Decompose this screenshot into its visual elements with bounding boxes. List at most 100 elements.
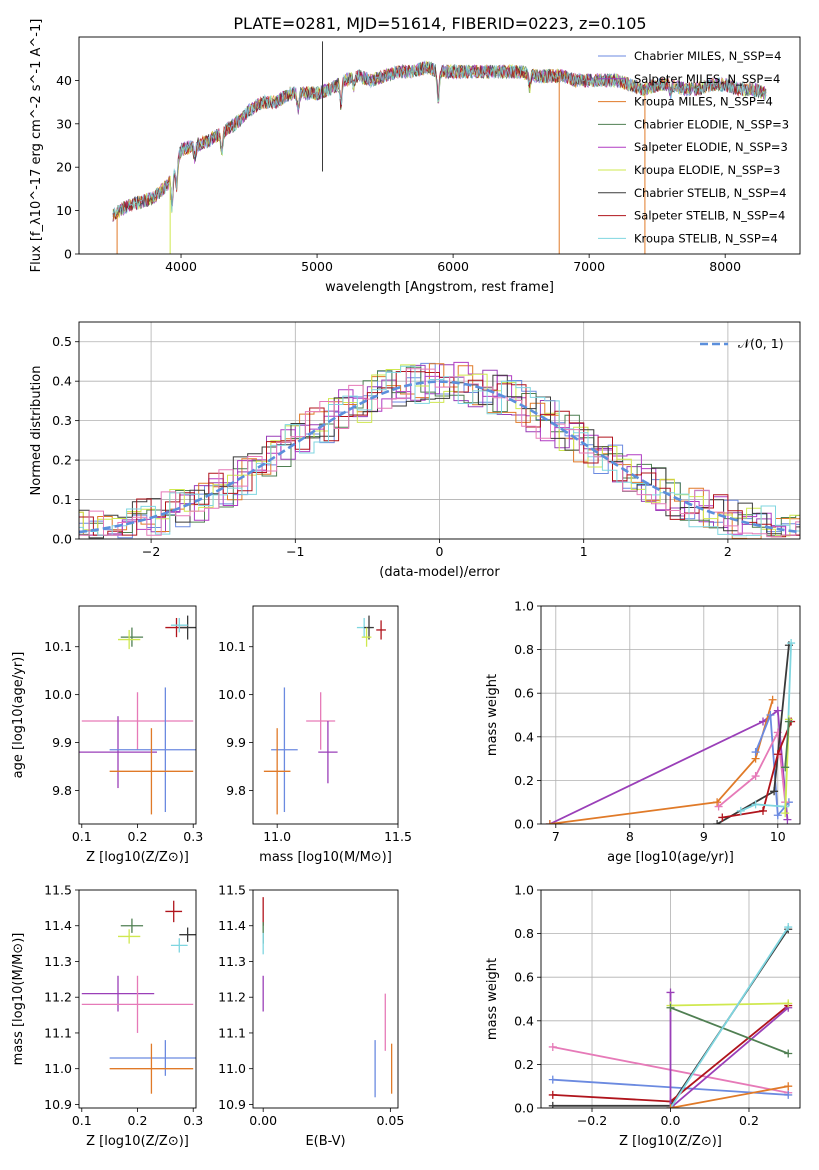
spectrum-xtick-label: 4000 [165, 259, 197, 274]
mass_weight_vs_Z-xtick-label: 0.2 [739, 1113, 759, 1128]
mass_vs_ebv-xtick-label: 0.00 [249, 1113, 277, 1128]
mass_vs_Z-ylabel: mass [log10(M/M⊙)] [11, 933, 26, 1066]
residuals-ytick-label: 0.3 [52, 413, 72, 428]
residuals-ylabel: Normed distribution [29, 366, 44, 496]
mass_weight_vs_Z-line-chabrier_elodie [670, 1006, 789, 1055]
spectrum-ytick-label: 0 [64, 247, 72, 262]
mass_weight_vs_Z-line-salpeter_miles [669, 992, 789, 1108]
age_vs_Z-ytick-label: 9.8 [52, 783, 72, 798]
mass_vs_Z-point [118, 929, 141, 944]
mass_vs_Z-point [120, 918, 144, 933]
age_vs_Z-frame [78, 605, 197, 825]
spectrum-xtick-label: 5000 [301, 259, 333, 274]
age_vs_Z-point [81, 692, 194, 750]
mass_weight_vs_age-marker [783, 815, 792, 824]
age_vs_Z-point [179, 615, 196, 640]
mass_vs_Z-frame [78, 889, 197, 1109]
residual-hist-pink [79, 368, 800, 538]
mass_vs_ebv-ytick-label: 10.9 [218, 1097, 246, 1112]
mass_vs_Z-point [165, 900, 183, 923]
residuals-xlabel: (data-model)/error [379, 565, 500, 580]
spectrum-legend-label: Salpeter STELIB, N_SSP=4 [634, 209, 785, 223]
residual-hist-kroupa_miles [79, 363, 800, 539]
residual-hist-kroupa_elodie [79, 364, 800, 537]
mass_vs_Z-ytick-label: 11.0 [44, 1061, 72, 1076]
mass_weight_vs_age-ytick-label: 0.4 [514, 729, 534, 744]
mass_weight_vs_Z-marker [548, 1075, 557, 1084]
gaussian-curve [79, 380, 800, 534]
mass_weight_vs_Z-frame [540, 889, 801, 1109]
age_vs_mass-point [263, 728, 291, 815]
spectrum-line-kroupa_stelib [112, 60, 767, 217]
mass_weight_vs_age-marker [770, 787, 779, 796]
age_vs_mass-panel: 11.0 11.5 9.8 9.9 10.0 10.1 mass [log10(M/M⊙)] [218, 605, 412, 865]
age_vs_Z-ytick-label: 10.0 [44, 687, 72, 702]
mass_weight_vs_Z-ytick-label: 0.6 [514, 970, 534, 985]
mass_vs_Z-panel: 0.1 0.2 0.3 10.9 11.0 11.1 11.2 11.3 11.4 11.5 Z [… [11, 883, 203, 1150]
mass_vs_Z-ytick-label: 11.2 [44, 990, 72, 1005]
mass_weight_vs_age-marker [751, 748, 760, 757]
age_vs_Z-ytick-label: 9.9 [52, 735, 72, 750]
spectrum-panel: 4000 5000 6000 7000 8000 0 10 20 30 40 wavelength … [29, 19, 801, 295]
age_vs_Z-xtick-label: 0.2 [128, 829, 148, 844]
mass_weight_vs_age-marker [773, 811, 782, 820]
mass_weight_vs_age-marker [759, 806, 767, 815]
mass_weight_vs_age-plot-area [541, 606, 800, 824]
mass_weight_vs_age-marker [768, 695, 777, 704]
mass_weight_vs_Z-ytick-label: 0.4 [514, 1013, 534, 1028]
spectrum-xlabel: wavelength [Angstrom, rest frame] [325, 280, 554, 295]
mass_vs_Z-ytick-label: 11.3 [44, 954, 72, 969]
age_vs_Z-panel: 0.1 0.2 0.3 9.8 9.9 10.0 10.1 Z [log10(Z/Z⊙)] ag… [11, 605, 203, 865]
residual-hist-chabrier_elodie [79, 366, 800, 537]
age_vs_mass-point [318, 720, 338, 784]
mass_weight_vs_age-marker [714, 802, 723, 811]
spectrum-legend-label: Chabrier STELIB, N_SSP=4 [634, 186, 786, 200]
mass_weight_vs_age-marker [751, 800, 760, 809]
mass_weight_vs_Z-marker [666, 988, 675, 997]
residuals-ytick-label: 0.0 [52, 532, 72, 547]
mass_weight_vs_Z-xlabel: Z [log10(Z/Z⊙)] [619, 1134, 722, 1149]
mass_weight_vs_Z-marker [548, 1101, 557, 1108]
mass_vs_ebv-plot-area [262, 897, 393, 1098]
mass_weight_vs_age-ytick-label: 0.6 [514, 686, 534, 701]
mass_weight_vs_Z-marker [784, 1090, 793, 1099]
mass_weight_vs_age-marker [545, 820, 554, 824]
spectrum-ytick-label: 20 [56, 160, 72, 175]
mass_vs_ebv-frame [252, 889, 399, 1109]
age_vs_mass-point [361, 627, 372, 647]
mass_weight_vs_Z-marker [548, 1042, 557, 1051]
spectrum-legend-label: Kroupa STELIB, N_SSP=4 [634, 231, 778, 245]
age_vs_mass-point [306, 692, 336, 750]
spectrum-plot-area [112, 41, 767, 254]
mass_vs_Z-xtick-label: 0.2 [128, 1113, 148, 1128]
age_vs_Z-point [79, 716, 157, 789]
mass_weight_vs_Z-ytick-label: 1.0 [514, 883, 534, 898]
residuals-ytick-label: 0.4 [52, 374, 72, 389]
mass_weight_vs_age-marker [781, 809, 790, 818]
mass_weight_vs_Z-ytick-label: 0.0 [514, 1101, 534, 1116]
mass_vs_Z-plot-area [81, 900, 196, 1094]
mass_weight_vs_age-marker [713, 798, 722, 807]
mass_vs_ebv-xlabel: E(B-V) [305, 1134, 345, 1149]
mass_weight_vs_age-xtick-label: 9 [700, 829, 708, 844]
age_vs_Z-point [109, 687, 196, 813]
mass_weight_vs_age-panel: 7 8 9 10 0.0 0.2 0.4 0.6 0.8 1.0 age [log10(age/yr… [485, 599, 801, 865]
mass_weight_vs_age-xtick-label: 10 [770, 829, 786, 844]
mass_weight_vs_Z-marker [784, 1082, 793, 1091]
mass_weight_vs_age-marker [773, 750, 782, 759]
mass_weight_vs_age-ytick-label: 1.0 [514, 599, 534, 614]
mass_vs_Z-point [81, 975, 155, 1012]
gaussian-legend-label: 𝒩(0, 1) [738, 336, 784, 351]
age_vs_mass-point [364, 615, 374, 640]
spectrum-xtick-label: 8000 [709, 259, 741, 274]
mass_weight_vs_age-marker [736, 806, 745, 815]
age_vs_Z-point [109, 728, 194, 815]
mass_vs_ebv-ytick-label: 11.2 [218, 990, 246, 1005]
mass_vs_ebv-ytick-label: 11.0 [218, 1061, 246, 1076]
mass_vs_Z-xtick-label: 0.1 [72, 1113, 92, 1128]
residuals-frame [78, 321, 801, 540]
mass_weight_vs_age-marker [766, 711, 775, 719]
age_vs_mass-point [271, 687, 298, 813]
mass_vs_Z-point [179, 927, 196, 942]
age_vs_Z-xtick-label: 0.3 [183, 829, 203, 844]
